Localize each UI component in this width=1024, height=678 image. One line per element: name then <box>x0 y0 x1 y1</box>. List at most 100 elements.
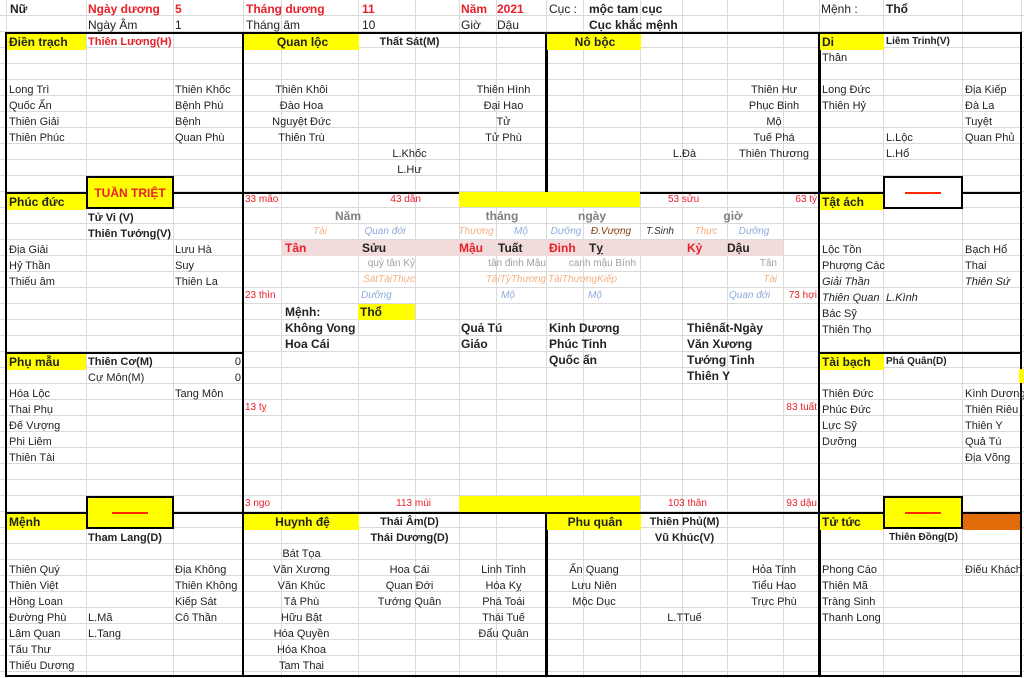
star-list: Thiên Khốc Bệnh Phù Bệnh Quan Phù <box>173 82 243 146</box>
star-item: Hồng Loan <box>9 596 63 608</box>
star-list: Quả Tú Giáo <box>459 320 504 352</box>
star-item: Kiếp Sát <box>175 596 217 608</box>
red-line-marker <box>905 191 941 194</box>
gridline <box>415 0 416 678</box>
palace-name: Phụ mẫu <box>7 354 86 370</box>
age-ty: 13 tỵ <box>245 402 267 413</box>
star-list: Long Trì Quốc Ấn Thiên Giải Thiên Phúc <box>7 82 86 146</box>
gridline <box>496 0 497 678</box>
star-item: Thái Âm(D) <box>380 516 439 528</box>
star-item: Phượng Các <box>822 260 885 272</box>
star-item: Hóa Quyền <box>273 628 330 640</box>
star-item: Thiên Cơ(M) <box>88 356 153 368</box>
age-mui: 113 mùi <box>396 498 431 509</box>
star-item: L.Đà <box>672 148 697 160</box>
star-item: Đà La <box>965 100 995 112</box>
hidden-stems: tân đinh Mậu <box>488 258 546 269</box>
red-line-marker <box>112 511 148 514</box>
star-list: L.Kình <box>884 290 963 306</box>
gridline <box>783 0 784 678</box>
gridline <box>86 0 87 678</box>
star-item: Giáo <box>461 337 488 351</box>
solar-day: 5 <box>175 2 182 16</box>
star-item: Tướng Tinh <box>687 353 755 367</box>
star-item: Thiên Thương <box>738 148 810 160</box>
day-stem: Đinh <box>549 241 576 255</box>
hidden-stems: quý tân Kỷ <box>367 258 415 269</box>
star-item: Thiên Riêu <box>965 404 1019 416</box>
marker-box-tu-tuc <box>883 496 963 529</box>
star-item: Bác Sỹ <box>822 308 857 320</box>
star-list: Kình Dương Thiên Riêu Thiên Y Quả Tú Địa Võn… <box>963 386 1024 466</box>
gridline <box>682 0 683 678</box>
star-item: Thiên La <box>175 276 218 288</box>
marker-box-menh <box>86 496 174 529</box>
star-item: Văn Xương <box>687 337 753 351</box>
star-list: Thái Âm(D) Thái Dương(D) <box>359 514 460 546</box>
palace-name: Mệnh <box>7 514 86 530</box>
cuc-relation: Cục khắc mệnh <box>589 18 678 32</box>
star-item: Đế Vượng <box>9 420 61 432</box>
star-item: Đẩu Quân <box>478 628 529 640</box>
star-list: Ấn Quang Lưu Niên Mộc Dục <box>547 562 641 610</box>
star-item: L.Mã <box>88 612 113 624</box>
star-list: L.Đà <box>641 146 728 162</box>
star-list: L.Mã L.Tang <box>86 610 173 642</box>
star-item: Quan Phù <box>175 132 225 144</box>
lunar-day: 1 <box>175 18 182 32</box>
star-item: Phúc Tinh <box>549 337 607 351</box>
stage-label: Dưỡng <box>550 226 582 237</box>
star-item: Lực Sỹ <box>822 420 857 432</box>
star-item: Thiên Quan <box>822 292 880 304</box>
star-item: L.Lộc <box>886 132 913 144</box>
tuan-triet-marker: TUẦN TRIỆT <box>86 176 174 209</box>
star-item: L.Hư <box>397 164 422 176</box>
star-item: Địa Kiếp <box>965 84 1007 96</box>
star-list: Điếu Khách <box>963 562 1022 578</box>
star-item: L.TTuế <box>667 612 702 624</box>
star-list: Bát Tọa Văn Xương Văn Khúc Tả Phù Hữu Bật Hóa… <box>244 546 359 674</box>
star-item: Địa Võng <box>965 452 1011 464</box>
star-item: Kình Dương <box>965 388 1024 400</box>
star-item: Thiên Giải <box>9 116 60 128</box>
star-item: Đường Phù <box>9 612 67 624</box>
star-list: Địa Giải Hỷ Thần Thiếu âm <box>7 242 86 290</box>
ten-gods: TàiThươngKiếp <box>548 274 618 285</box>
star-list: Hóa Lộc Thai Phụ Đế Vượng Phi Liêm Thiên Tài <box>7 386 86 466</box>
solar-month: 11 <box>362 2 375 16</box>
star-item: 0 <box>234 372 241 384</box>
star-item: Thiên Y <box>687 369 731 383</box>
yellow-band-bottom <box>459 496 640 512</box>
star-item: Giải Thần <box>822 276 870 288</box>
gender: Nữ <box>10 2 28 16</box>
star-item: Hóa Khoa <box>277 644 326 656</box>
star-item: Thiên Phủ(M) <box>649 516 720 528</box>
star-list: Hỏa Tinh Tiểu Hao Trực Phù <box>728 562 820 610</box>
star-item: Long Trì <box>9 84 50 96</box>
lunar-day-label: Ngày Âm <box>88 18 138 32</box>
star-item: Kinh Dương <box>549 321 620 335</box>
star-item: Bát Tọa <box>282 548 321 560</box>
year: 2021 <box>497 2 524 16</box>
star-item: Tấu Thư <box>9 644 52 656</box>
star-item: Mộc Dục <box>572 596 616 608</box>
age-thin: 23 thìn <box>245 290 276 301</box>
star-item: Lâm Quan <box>9 628 61 640</box>
star-item: Trực Phù <box>751 596 797 608</box>
star-item: Đại Hao <box>483 100 524 112</box>
star-item: Phá Toái <box>482 596 525 608</box>
gridline <box>583 0 584 678</box>
menh-label: Mệnh : <box>821 2 858 16</box>
palace-phuc-duc: Phúc đức Tử Vi (V) Thiên Tướng(V) Địa Giả… <box>5 192 244 354</box>
hour-stem: Kỷ <box>687 241 703 255</box>
palace-name: Nô bộc <box>547 34 641 50</box>
star-list: L.Lộc L.Hổ <box>884 130 963 162</box>
age-hoi: 73 hợi <box>788 290 817 301</box>
star-item: Thiên Tài <box>9 452 55 464</box>
stage-label: Quan đới <box>729 290 771 301</box>
star-item: Thiên Phúc <box>9 132 65 144</box>
palace-name: Phúc đức <box>7 194 86 210</box>
star-item: Tuyệt <box>965 116 993 128</box>
star-list: Lưu Hà Suy Thiên La <box>173 242 243 290</box>
